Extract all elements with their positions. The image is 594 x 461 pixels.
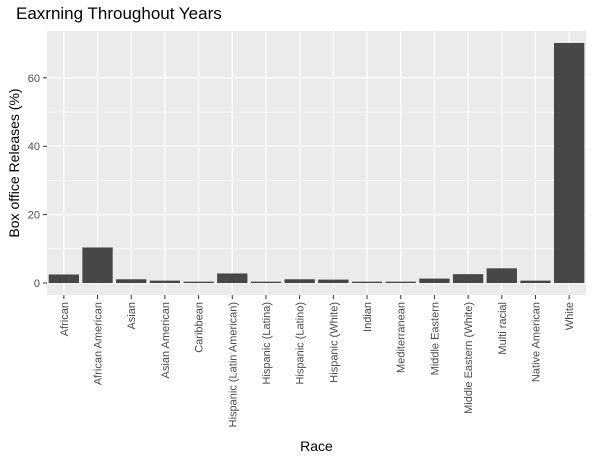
plot-panel bbox=[47, 31, 586, 295]
bar bbox=[419, 278, 450, 284]
bar bbox=[520, 280, 551, 284]
bar bbox=[553, 42, 585, 284]
y-tick-label: 20 bbox=[28, 210, 40, 222]
x-tick-label: Indian bbox=[362, 302, 374, 332]
bar bbox=[183, 281, 214, 284]
bar bbox=[48, 274, 80, 284]
y-tick-label: 60 bbox=[28, 73, 40, 85]
x-tick-label: White bbox=[564, 302, 576, 330]
x-tick-label: Native American bbox=[530, 302, 542, 382]
y-tick-label: 0 bbox=[34, 278, 40, 290]
x-tick-label: Multi racial bbox=[497, 302, 509, 355]
bar bbox=[217, 273, 248, 284]
bar bbox=[82, 247, 113, 284]
bar bbox=[318, 279, 349, 284]
bar bbox=[149, 280, 181, 284]
y-axis-title: Box office Releases (%) bbox=[6, 88, 22, 237]
x-tick-label: Middle Eastern (White) bbox=[463, 302, 475, 414]
x-tick-label: Hispanic (Latin American) bbox=[227, 302, 239, 427]
x-tick-label: Mediterranean bbox=[396, 302, 408, 373]
bar bbox=[116, 279, 147, 284]
y-tick-label: 40 bbox=[28, 141, 40, 153]
x-tick-label: Caribbean bbox=[194, 302, 206, 353]
x-axis-title: Race bbox=[300, 438, 333, 454]
x-axis: African African American Asian Asian Americ… bbox=[59, 295, 576, 427]
bar bbox=[351, 281, 383, 284]
chart-title: Eaxrning Throughout Years bbox=[16, 4, 222, 23]
bar bbox=[385, 281, 416, 284]
bars bbox=[48, 42, 585, 284]
x-tick-label: Hispanic (Latina) bbox=[261, 302, 273, 385]
x-tick-label: Asian American bbox=[160, 302, 172, 378]
x-tick-label: African American bbox=[93, 302, 105, 385]
bar bbox=[284, 279, 315, 284]
y-axis: 0 20 40 60 bbox=[28, 73, 47, 290]
bar bbox=[250, 281, 282, 284]
x-tick-label: Hispanic (Latino) bbox=[295, 302, 307, 385]
x-tick-label: Asian bbox=[126, 302, 138, 330]
x-tick-label: Middle Eastern bbox=[429, 302, 441, 375]
x-tick-label: Hispanic (White) bbox=[328, 302, 340, 383]
bar bbox=[486, 268, 517, 284]
x-tick-label: African bbox=[59, 302, 71, 336]
bar bbox=[452, 274, 484, 284]
